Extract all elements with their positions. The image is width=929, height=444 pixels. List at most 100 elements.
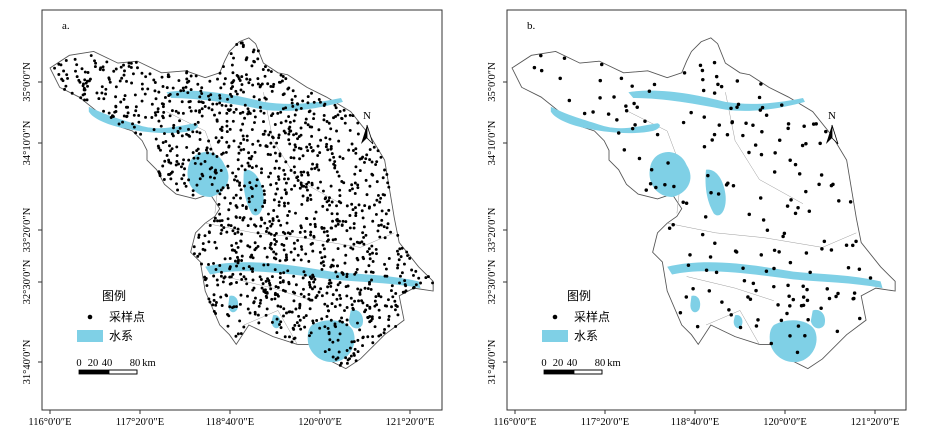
sample-point: [308, 283, 312, 287]
sample-point: [292, 258, 296, 262]
sample-point: [216, 77, 219, 81]
sample-point: [286, 269, 290, 273]
sample-point: [302, 184, 306, 188]
x-tick-label: 116°0′0″E: [493, 417, 536, 428]
sample-point: [296, 137, 299, 141]
sample-point: [290, 340, 294, 344]
sample-point: [137, 120, 141, 124]
sample-point: [269, 287, 273, 291]
sample-point: [220, 136, 224, 140]
scale-tick-label: 80: [130, 358, 141, 369]
sample-point: [803, 334, 807, 338]
sample-point: [228, 108, 232, 112]
sample-point: [178, 119, 182, 123]
sample-point: [257, 321, 261, 325]
sample-point: [112, 69, 116, 73]
sample-point: [238, 302, 242, 306]
sample-point: [253, 248, 257, 252]
sample-point: [130, 81, 134, 85]
sample-point: [125, 115, 129, 119]
sample-point: [288, 142, 292, 146]
sample-point: [221, 186, 225, 190]
sample-point: [225, 230, 229, 234]
sample-point: [346, 358, 350, 362]
sample-point: [857, 316, 862, 321]
sample-point: [222, 82, 226, 86]
sample-point: [335, 129, 338, 133]
sample-point: [408, 256, 412, 260]
sample-point: [829, 183, 834, 188]
sample-point: [131, 122, 135, 126]
sample-point: [355, 240, 359, 244]
sample-point: [335, 217, 339, 221]
sample-point: [321, 204, 325, 208]
sample-point: [394, 303, 398, 307]
sample-point: [321, 189, 325, 193]
sample-point: [153, 81, 157, 84]
sample-point: [269, 153, 272, 157]
sample-point: [218, 192, 222, 196]
sample-point: [262, 263, 266, 267]
sample-point: [353, 172, 357, 176]
sample-point: [271, 112, 275, 116]
sample-point: [252, 109, 256, 113]
sample-point: [196, 156, 200, 160]
sample-point: [253, 241, 257, 245]
sample-point: [294, 211, 297, 215]
sample-point: [183, 181, 186, 185]
sample-point: [788, 260, 793, 265]
sample-point: [65, 73, 69, 77]
sample-point: [354, 165, 358, 169]
sample-point: [384, 212, 388, 216]
sample-point: [62, 69, 66, 73]
sample-point: [802, 124, 806, 128]
sample-point: [308, 193, 312, 197]
sample-point: [320, 267, 324, 271]
sample-point: [338, 281, 342, 285]
sample-point: [162, 178, 166, 181]
sample-point: [719, 84, 724, 89]
sample-point: [205, 284, 209, 287]
sample-point: [134, 105, 138, 109]
sample-point: [344, 114, 347, 118]
sample-point: [356, 338, 360, 342]
sample-point: [758, 196, 763, 200]
sample-point: [80, 67, 84, 71]
sample-point: [759, 152, 764, 157]
y-tick-label: 31°40′0″N: [487, 339, 498, 384]
sample-point: [270, 320, 274, 324]
sample-point: [123, 69, 126, 73]
sample-point: [582, 111, 587, 116]
sample-point: [236, 227, 240, 231]
sample-point: [248, 78, 252, 82]
sample-point: [85, 98, 89, 102]
sample-point: [378, 200, 382, 204]
sample-point: [256, 313, 260, 317]
sample-point: [205, 146, 209, 150]
sample-point: [375, 252, 378, 256]
sample-point: [299, 181, 303, 185]
sample-point: [63, 87, 67, 91]
sample-point: [79, 96, 83, 100]
sample-point: [364, 270, 368, 274]
sample-point: [371, 251, 374, 255]
sample-point: [350, 187, 354, 191]
sample-point: [323, 302, 327, 306]
sample-point: [269, 241, 273, 245]
sample-point: [261, 282, 265, 286]
sample-point: [302, 295, 306, 299]
sample-point: [184, 85, 188, 89]
y-tick-label: 34°10′0″N: [22, 120, 33, 165]
sample-point: [353, 206, 357, 210]
sample-point: [201, 247, 205, 251]
sample-point: [280, 79, 284, 83]
sample-point: [125, 79, 128, 83]
sample-point: [220, 219, 224, 222]
sample-point: [192, 156, 196, 160]
sample-point: [205, 148, 208, 152]
sample-point: [829, 248, 834, 252]
sample-point: [376, 193, 380, 197]
sample-point: [366, 315, 370, 319]
sample-point: [216, 219, 219, 223]
legend-water-label: 水系: [109, 329, 133, 343]
